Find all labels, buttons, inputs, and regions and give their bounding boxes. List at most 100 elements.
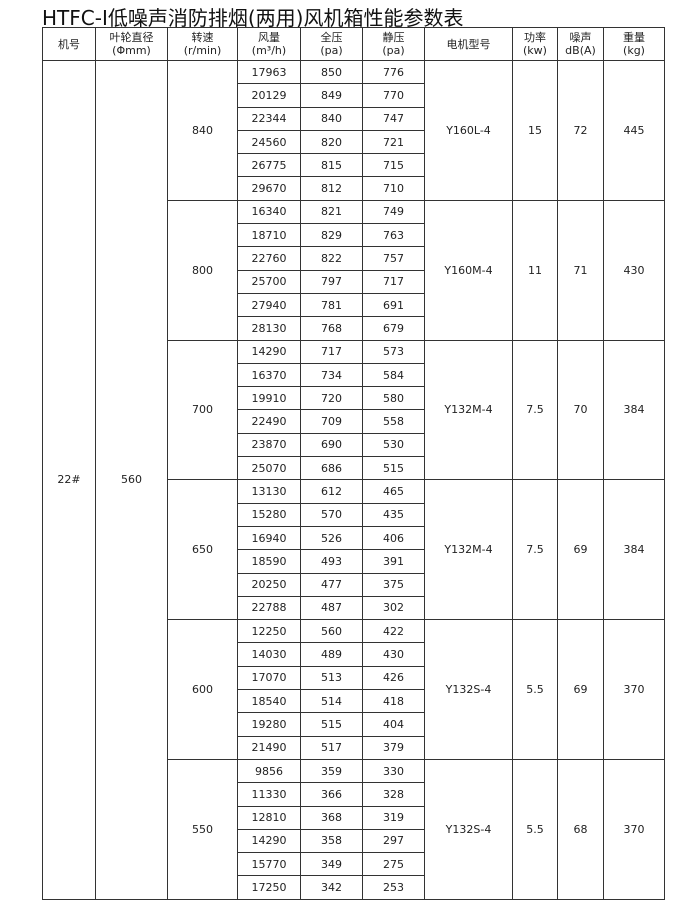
machine-no-cell: 22# — [42, 60, 96, 900]
airflow-cell: 20129 — [237, 83, 301, 108]
airflow-cell: 12810 — [237, 805, 301, 830]
total-pressure-cell: 366 — [300, 782, 363, 807]
noise-cell: 69 — [557, 479, 604, 621]
airflow-cell: 22490 — [237, 409, 301, 434]
airflow-cell: 16340 — [237, 199, 301, 225]
static-pressure-cell: 580 — [362, 386, 425, 411]
airflow-cell: 15280 — [237, 502, 301, 527]
table-row: 800 16340 821 749 Y160M-4 11 71 430 — [43, 199, 665, 341]
column-header: 机号 — [42, 27, 96, 61]
static-pressure-cell: 558 — [362, 409, 425, 434]
static-pressure-cell: 404 — [362, 712, 425, 737]
table-row: 19910 720 580 — [43, 386, 665, 411]
airflow-cell: 15770 — [237, 852, 301, 877]
airflow-cell: 12250 — [237, 619, 301, 644]
total-pressure-cell: 822 — [300, 246, 363, 271]
total-pressure-cell: 829 — [300, 223, 363, 248]
table-row: 25070 686 515 — [43, 456, 665, 481]
airflow-cell: 26775 — [237, 153, 301, 178]
header-unit: dB(A) — [565, 44, 596, 57]
table-row: 22760 822 757 — [43, 246, 665, 271]
static-pressure-cell: 418 — [362, 689, 425, 714]
column-header: 风量 (m³/h) — [237, 27, 301, 61]
static-pressure-cell: 430 — [362, 642, 425, 667]
header-unit: (kw) — [523, 44, 547, 57]
total-pressure-cell: 797 — [300, 269, 363, 294]
column-header: 叶轮直径 (Φmm) — [95, 27, 168, 61]
table-row: 22# 560 840 17963 850 776 Y160L-4 15 72 445 — [42, 59, 665, 900]
total-pressure-cell: 850 — [300, 59, 363, 85]
total-pressure-cell: 820 — [300, 129, 363, 155]
weight-cell: 370 — [603, 758, 665, 900]
power-cell: 7.5 — [512, 479, 558, 621]
total-pressure-cell: 368 — [300, 805, 363, 830]
airflow-cell: 16940 — [237, 525, 301, 551]
table-row: 21490 517 379 — [43, 735, 665, 760]
column-header: 静压 (pa) — [362, 27, 425, 61]
weight-cell: 445 — [603, 60, 665, 201]
table-row: 11330 366 328 — [43, 782, 665, 807]
noise-cell: 68 — [557, 758, 604, 900]
table-row: 24560 820 721 — [43, 129, 665, 155]
table-row: 26775 815 715 — [43, 153, 665, 178]
static-pressure-cell: 297 — [362, 828, 425, 854]
static-pressure-cell: 776 — [362, 59, 425, 85]
header-unit: (Φmm) — [112, 44, 151, 57]
total-pressure-cell: 358 — [300, 828, 363, 854]
header-unit: (m³/h) — [251, 44, 287, 57]
table-row: 20250 477 375 — [43, 572, 665, 597]
airflow-cell: 14030 — [237, 642, 301, 667]
static-pressure-cell: 770 — [362, 83, 425, 108]
total-pressure-cell: 526 — [300, 525, 363, 551]
table-row: 16940 526 406 — [43, 525, 665, 551]
airflow-cell: 13130 — [237, 479, 301, 504]
airflow-cell: 9856 — [237, 758, 301, 784]
total-pressure-cell: 720 — [300, 386, 363, 411]
airflow-cell: 16370 — [237, 362, 301, 388]
weight-cell: 384 — [603, 479, 665, 621]
total-pressure-cell: 709 — [300, 409, 363, 434]
table-row: 17070 513 426 — [43, 665, 665, 691]
total-pressure-cell: 560 — [300, 619, 363, 644]
static-pressure-cell: 530 — [362, 432, 425, 458]
table-row: 17250 342 253 — [43, 875, 665, 900]
static-pressure-cell: 757 — [362, 246, 425, 271]
table-row: 18590 493 391 — [43, 549, 665, 574]
header-label: 电机型号 — [446, 37, 491, 51]
page-title: HTFC-Ⅰ低噪声消防排烟(两用)风机箱性能参数表 — [42, 6, 464, 30]
static-pressure-cell: 679 — [362, 316, 425, 341]
airflow-cell: 18590 — [237, 549, 301, 574]
total-pressure-cell: 812 — [300, 176, 363, 201]
static-pressure-cell: 375 — [362, 572, 425, 597]
static-pressure-cell: 330 — [362, 758, 425, 784]
speed-cell: 800 — [167, 199, 238, 341]
column-header: 转速 (r/min) — [167, 27, 238, 61]
column-header: 功率 (kw) — [512, 27, 558, 61]
static-pressure-cell: 465 — [362, 479, 425, 504]
airflow-cell: 14290 — [237, 828, 301, 854]
total-pressure-cell: 493 — [300, 549, 363, 574]
static-pressure-cell: 715 — [362, 153, 425, 178]
total-pressure-cell: 515 — [300, 712, 363, 737]
weight-cell: 384 — [603, 339, 665, 481]
column-header: 重量 (kg) — [603, 27, 665, 61]
table-row: 19280 515 404 — [43, 712, 665, 737]
airflow-cell: 11330 — [237, 782, 301, 807]
static-pressure-cell: 253 — [362, 875, 425, 900]
table-row: 700 14290 717 573 Y132M-4 7.5 70 384 — [43, 339, 665, 481]
total-pressure-cell: 815 — [300, 153, 363, 178]
static-pressure-cell: 515 — [362, 456, 425, 481]
speed-cell: 550 — [167, 758, 238, 900]
weight-cell: 370 — [603, 619, 665, 760]
static-pressure-cell: 328 — [362, 782, 425, 807]
header-label: 噪声 — [569, 31, 592, 44]
power-cell: 5.5 — [512, 758, 558, 900]
noise-cell: 72 — [557, 60, 604, 201]
static-pressure-cell: 573 — [362, 339, 425, 364]
header-label: 全压 — [320, 31, 343, 44]
noise-cell: 69 — [557, 619, 604, 760]
airflow-cell: 18540 — [237, 689, 301, 714]
total-pressure-cell: 359 — [300, 758, 363, 784]
airflow-cell: 22344 — [237, 106, 301, 131]
total-pressure-cell: 840 — [300, 106, 363, 131]
